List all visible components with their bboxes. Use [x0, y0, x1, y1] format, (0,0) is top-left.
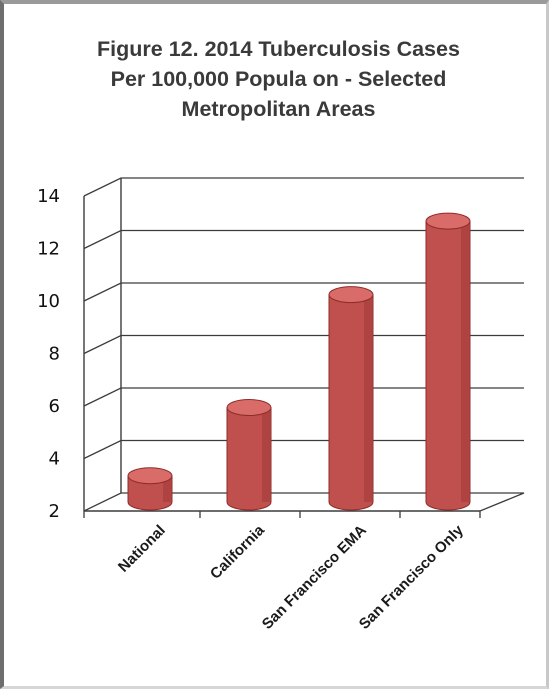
- bar-shade: [364, 294, 372, 502]
- bar: [425, 212, 471, 511]
- y-tick-label: 6: [49, 396, 60, 417]
- bar: [226, 399, 272, 511]
- y-tick-label: 14: [37, 186, 60, 207]
- gridline: [83, 177, 524, 197]
- bar-shade: [461, 221, 469, 502]
- bar-body: [127, 475, 173, 511]
- bar-shade: [262, 407, 270, 502]
- x-category-label: National: [115, 522, 169, 576]
- y-tick-label: 8: [49, 344, 60, 365]
- bar-body: [425, 220, 471, 511]
- bar-body: [226, 407, 272, 511]
- bar-top: [127, 467, 173, 485]
- bar-body: [328, 294, 374, 511]
- bar-top: [328, 286, 374, 304]
- x-category-label: San Francisco EMA: [259, 522, 370, 633]
- y-tick-label: 2: [49, 501, 60, 522]
- y-tick-label: 12: [37, 239, 60, 260]
- bar: [328, 286, 374, 511]
- bar: [127, 467, 173, 511]
- bar-top: [226, 399, 272, 416]
- x-category-label: San Francisco Only: [356, 521, 468, 633]
- bar-shade: [163, 475, 171, 502]
- bars: [127, 212, 471, 511]
- floor-back-edge: [83, 492, 525, 512]
- chart-title-line-3: Metropolitan Areas: [181, 97, 376, 121]
- bar-top: [425, 212, 471, 230]
- chart-title-line-2: Per 100,000 Popula on - Selected: [110, 67, 447, 91]
- chart-title: Figure 12. 2014 Tuberculosis Cases Per 1…: [24, 34, 533, 124]
- axes: [83, 178, 525, 518]
- chart-title-line-1: Figure 12. 2014 Tuberculosis Cases: [97, 37, 460, 61]
- x-category-label: California: [207, 521, 268, 582]
- y-tick-labels: 2 4 6 8 10 12 14: [37, 186, 60, 522]
- y-tick-label: 4: [49, 449, 60, 470]
- y-tick-label: 10: [37, 291, 60, 312]
